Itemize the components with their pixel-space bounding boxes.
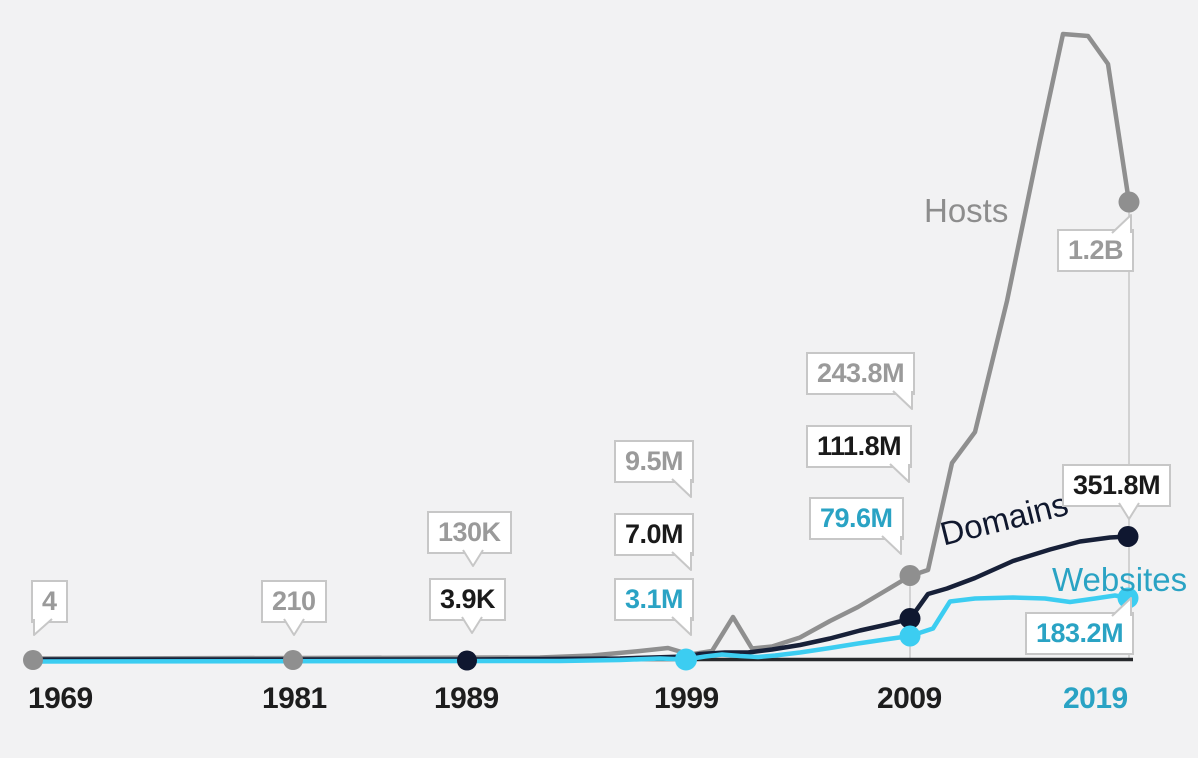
domains-point-2009 <box>899 608 921 629</box>
callout-hosts-1969: 4 <box>31 580 68 636</box>
websites-point-2009 <box>899 625 921 647</box>
hosts-point-1969 <box>23 650 43 670</box>
callout-tail <box>671 478 693 498</box>
domains-point-1989 <box>457 650 477 671</box>
x-tick-2019: 2019 <box>1063 682 1128 715</box>
callout-value: 183.2M <box>1036 618 1124 648</box>
callout-websites-2019: 183.2M <box>1025 597 1135 655</box>
callout-tail <box>1111 214 1133 234</box>
callout-hosts-1981: 210 <box>261 580 327 636</box>
callout-tail <box>880 535 902 555</box>
callout-value: 79.6M <box>820 503 893 533</box>
callout-value: 3.1M <box>625 584 684 614</box>
callout-value: 111.8M <box>817 431 902 461</box>
callout-hosts-2009: 243.8M <box>806 352 916 410</box>
callout-value: 3.9K <box>440 584 496 614</box>
callout-tail <box>1111 597 1133 617</box>
callout-tail <box>892 390 914 410</box>
callout-value: 7.0M <box>625 519 684 549</box>
hosts-series-label: Hosts <box>924 192 1009 229</box>
callout-hosts-2019: 1.2B <box>1057 214 1135 272</box>
websites-series-label: Websites <box>1052 561 1188 598</box>
callout-domains-1989: 3.9K <box>429 578 507 634</box>
callout-tail <box>671 551 693 571</box>
callout-domains-2009: 111.8M <box>806 425 913 483</box>
callout-hosts-1989: 130K <box>427 511 512 567</box>
callout-tail <box>889 463 911 483</box>
domains-point-2019 <box>1117 526 1139 547</box>
hosts-line <box>30 31 1132 661</box>
x-tick-1969: 1969 <box>28 682 93 715</box>
callout-value: 243.8M <box>817 358 905 388</box>
callout-tail <box>460 616 483 634</box>
callout-tail <box>671 616 693 636</box>
x-tick-1981: 1981 <box>262 682 327 715</box>
websites-line <box>30 593 1131 664</box>
callout-domains-1999: 7.0M <box>614 513 695 571</box>
websites-point-1999 <box>675 648 697 671</box>
websites-point-2019 <box>1117 587 1139 609</box>
callout-value: 351.8M <box>1073 470 1161 500</box>
callout-websites-1999: 3.1M <box>614 578 695 636</box>
x-tick-2009: 2009 <box>877 682 942 715</box>
hosts-point-2009 <box>899 565 921 586</box>
callout-websites-2009: 79.6M <box>809 497 904 555</box>
callout-tail <box>282 618 305 636</box>
hosts-point-2019 <box>1118 191 1140 213</box>
x-tick-1989: 1989 <box>434 682 499 715</box>
callout-tail <box>462 549 485 567</box>
callout-value: 130K <box>438 517 501 547</box>
callout-tail <box>33 618 53 636</box>
callout-hosts-1999: 9.5M <box>614 440 695 498</box>
callout-value: 9.5M <box>625 446 684 476</box>
callout-domains-2019: 351.8M <box>1062 464 1172 520</box>
callout-value: 4 <box>42 586 57 616</box>
callout-value: 210 <box>272 586 316 616</box>
callout-tail <box>1118 502 1140 520</box>
x-tick-1999: 1999 <box>654 682 719 715</box>
hosts-point-1981 <box>283 650 303 670</box>
callout-value: 1.2B <box>1068 235 1124 265</box>
